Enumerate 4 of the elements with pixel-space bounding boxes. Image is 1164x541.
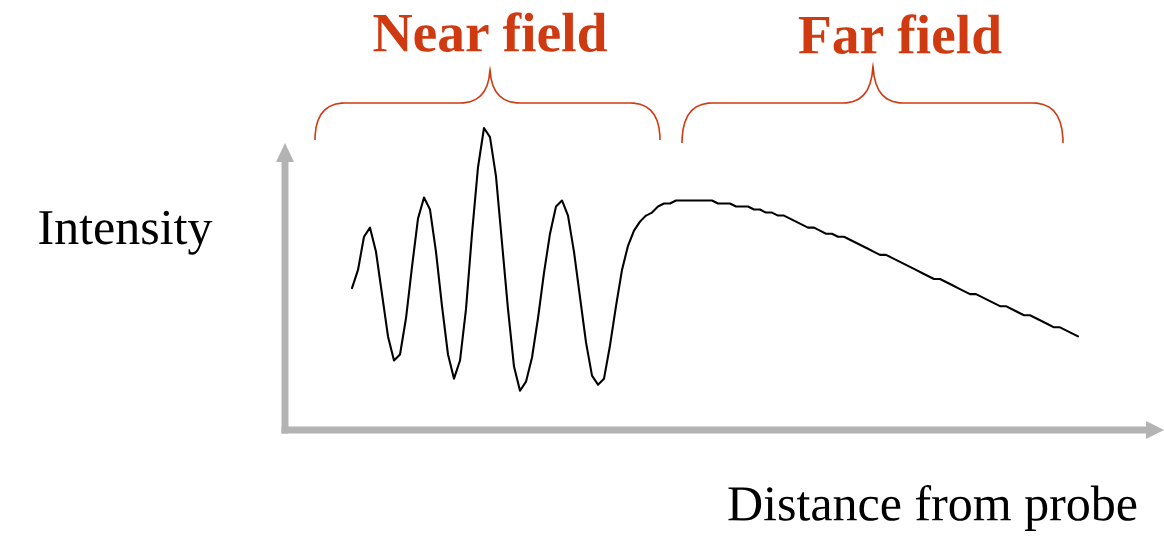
text: Far field [798, 14, 1002, 54]
x-axis-title: Distance from probe [728, 485, 1137, 531]
y-axis-title: Intensity [39, 210, 213, 255]
text: Near field [373, 12, 607, 52]
